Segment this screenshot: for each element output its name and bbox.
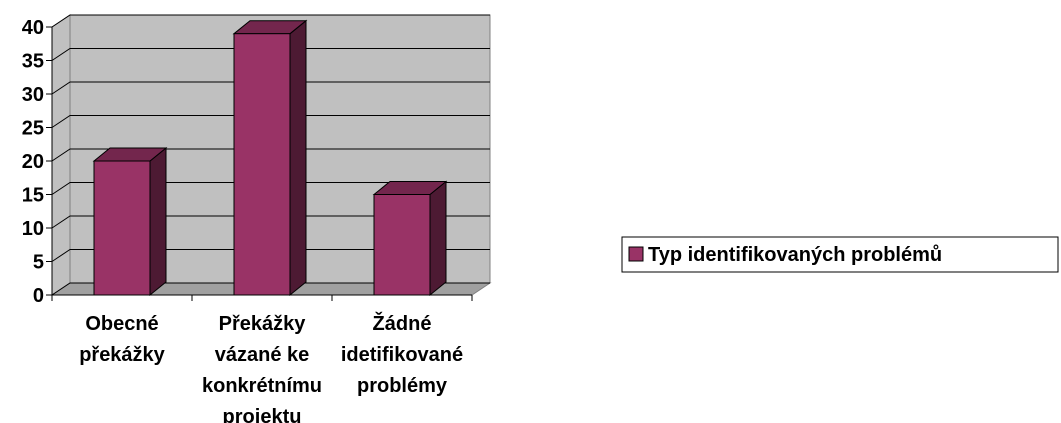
x-tick-label-line: vázané ke <box>215 344 310 366</box>
y-tick-label: 5 <box>33 252 44 274</box>
bar <box>373 194 431 296</box>
grid-line <box>51 249 490 262</box>
grid-line <box>51 148 490 162</box>
bar <box>233 33 291 296</box>
legend-swatch <box>628 246 644 262</box>
y-tick-label: 25 <box>22 118 44 140</box>
y-tick-label: 0 <box>33 285 44 307</box>
x-tick-label-line: projektu <box>223 406 302 423</box>
y-tick-label: 30 <box>22 84 44 106</box>
grid-line <box>51 215 490 229</box>
x-tick-label: Překážky vázané ke konkrétnímu projektu <box>202 313 322 423</box>
legend-box <box>621 236 1059 273</box>
legend-label: Typ identifikovaných problémů <box>648 244 942 266</box>
y-tick-label: 40 <box>22 17 44 39</box>
x-tick-label-line: problémy <box>357 375 448 397</box>
y-tick-label: 15 <box>22 185 44 207</box>
x-tick-label-line: Překážky <box>219 313 307 335</box>
x-tick-label-line: Obecné <box>85 313 158 335</box>
grid-line <box>51 282 490 296</box>
bar-side <box>289 19 307 297</box>
bar-side <box>429 180 447 297</box>
x-tick-label-line: Žádné <box>373 311 432 335</box>
grid-line <box>51 81 490 95</box>
bar <box>93 160 151 296</box>
grid-line <box>51 48 490 61</box>
x-tick-label-line: idetifikované <box>341 344 463 366</box>
bar-side <box>149 146 167 297</box>
y-tick-label: 20 <box>22 151 44 173</box>
grid-line <box>51 182 490 195</box>
x-tick-label: Obecné překážky <box>79 313 165 366</box>
grid-line <box>51 14 490 28</box>
x-tick-label-line: překážky <box>79 344 165 366</box>
x-tick-label: Žádné idetifikované problémy <box>341 311 463 397</box>
y-tick-label: 35 <box>22 51 44 73</box>
y-tick-label: 10 <box>22 218 44 240</box>
x-tick-label-line: konkrétnímu <box>202 375 322 397</box>
grid-line <box>51 115 490 128</box>
